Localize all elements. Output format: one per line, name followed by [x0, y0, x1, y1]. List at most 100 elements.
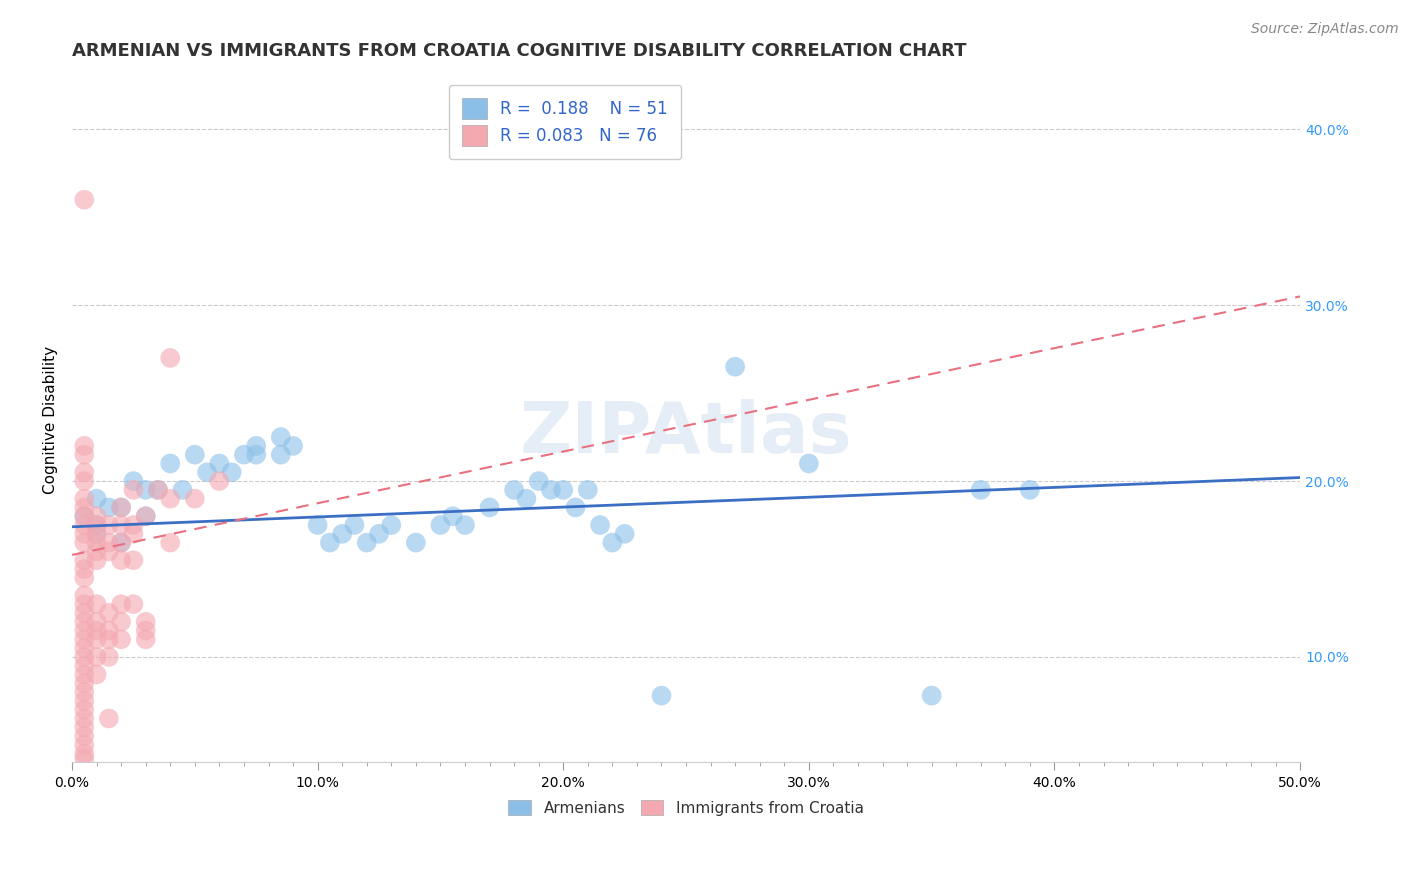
Point — [86, 491, 108, 506]
Point — [270, 448, 292, 462]
Point — [122, 474, 145, 488]
Point — [73, 738, 96, 752]
Point — [110, 597, 132, 611]
Point — [73, 448, 96, 462]
Point — [73, 439, 96, 453]
Point — [368, 526, 391, 541]
Point — [135, 483, 157, 497]
Point — [97, 606, 120, 620]
Point — [135, 615, 157, 629]
Point — [73, 729, 96, 743]
Point — [527, 474, 550, 488]
Point — [589, 518, 612, 533]
Point — [86, 518, 108, 533]
Point — [110, 535, 132, 549]
Point — [797, 457, 820, 471]
Point — [97, 544, 120, 558]
Point — [110, 615, 132, 629]
Point — [97, 632, 120, 647]
Point — [602, 535, 624, 549]
Point — [146, 483, 169, 497]
Point — [73, 509, 96, 524]
Text: ARMENIAN VS IMMIGRANTS FROM CROATIA COGNITIVE DISABILITY CORRELATION CHART: ARMENIAN VS IMMIGRANTS FROM CROATIA COGN… — [72, 42, 966, 60]
Point — [159, 351, 181, 365]
Point — [73, 562, 96, 576]
Point — [613, 526, 636, 541]
Point — [73, 676, 96, 690]
Point — [515, 491, 537, 506]
Point — [184, 448, 207, 462]
Point — [221, 465, 243, 479]
Point — [73, 491, 96, 506]
Point — [146, 483, 169, 497]
Point — [73, 694, 96, 708]
Point — [110, 535, 132, 549]
Point — [110, 500, 132, 515]
Point — [429, 518, 451, 533]
Point — [86, 535, 108, 549]
Point — [122, 518, 145, 533]
Point — [110, 518, 132, 533]
Point — [172, 483, 194, 497]
Point — [356, 535, 378, 549]
Point — [97, 624, 120, 638]
Point — [724, 359, 747, 374]
Point — [195, 465, 218, 479]
Point — [73, 747, 96, 761]
Y-axis label: Cognitive Disability: Cognitive Disability — [44, 345, 58, 493]
Point — [73, 615, 96, 629]
Point — [86, 544, 108, 558]
Point — [380, 518, 402, 533]
Point — [307, 518, 329, 533]
Point — [86, 526, 108, 541]
Point — [73, 667, 96, 681]
Point — [1019, 483, 1042, 497]
Point — [73, 624, 96, 638]
Point — [97, 500, 120, 515]
Point — [159, 457, 181, 471]
Point — [73, 571, 96, 585]
Point — [73, 526, 96, 541]
Point — [73, 535, 96, 549]
Point — [86, 649, 108, 664]
Point — [110, 632, 132, 647]
Point — [343, 518, 366, 533]
Point — [208, 457, 231, 471]
Point — [86, 597, 108, 611]
Point — [73, 632, 96, 647]
Text: Source: ZipAtlas.com: Source: ZipAtlas.com — [1251, 22, 1399, 37]
Point — [73, 606, 96, 620]
Legend: Armenians, Immigrants from Croatia: Armenians, Immigrants from Croatia — [501, 792, 872, 823]
Point — [122, 597, 145, 611]
Point — [73, 685, 96, 699]
Point — [73, 465, 96, 479]
Point — [576, 483, 599, 497]
Point — [110, 500, 132, 515]
Point — [73, 711, 96, 725]
Point — [86, 526, 108, 541]
Point — [73, 518, 96, 533]
Point — [650, 689, 672, 703]
Point — [159, 535, 181, 549]
Point — [73, 752, 96, 766]
Point — [135, 624, 157, 638]
Point — [503, 483, 526, 497]
Point — [97, 535, 120, 549]
Point — [135, 632, 157, 647]
Point — [135, 509, 157, 524]
Point — [86, 518, 108, 533]
Point — [232, 448, 254, 462]
Point — [86, 667, 108, 681]
Point — [73, 193, 96, 207]
Point — [135, 509, 157, 524]
Point — [122, 526, 145, 541]
Point — [73, 500, 96, 515]
Point — [553, 483, 575, 497]
Point — [73, 703, 96, 717]
Point — [122, 483, 145, 497]
Point — [564, 500, 586, 515]
Point — [73, 641, 96, 656]
Point — [921, 689, 943, 703]
Text: ZIPAtlas: ZIPAtlas — [520, 399, 852, 467]
Point — [270, 430, 292, 444]
